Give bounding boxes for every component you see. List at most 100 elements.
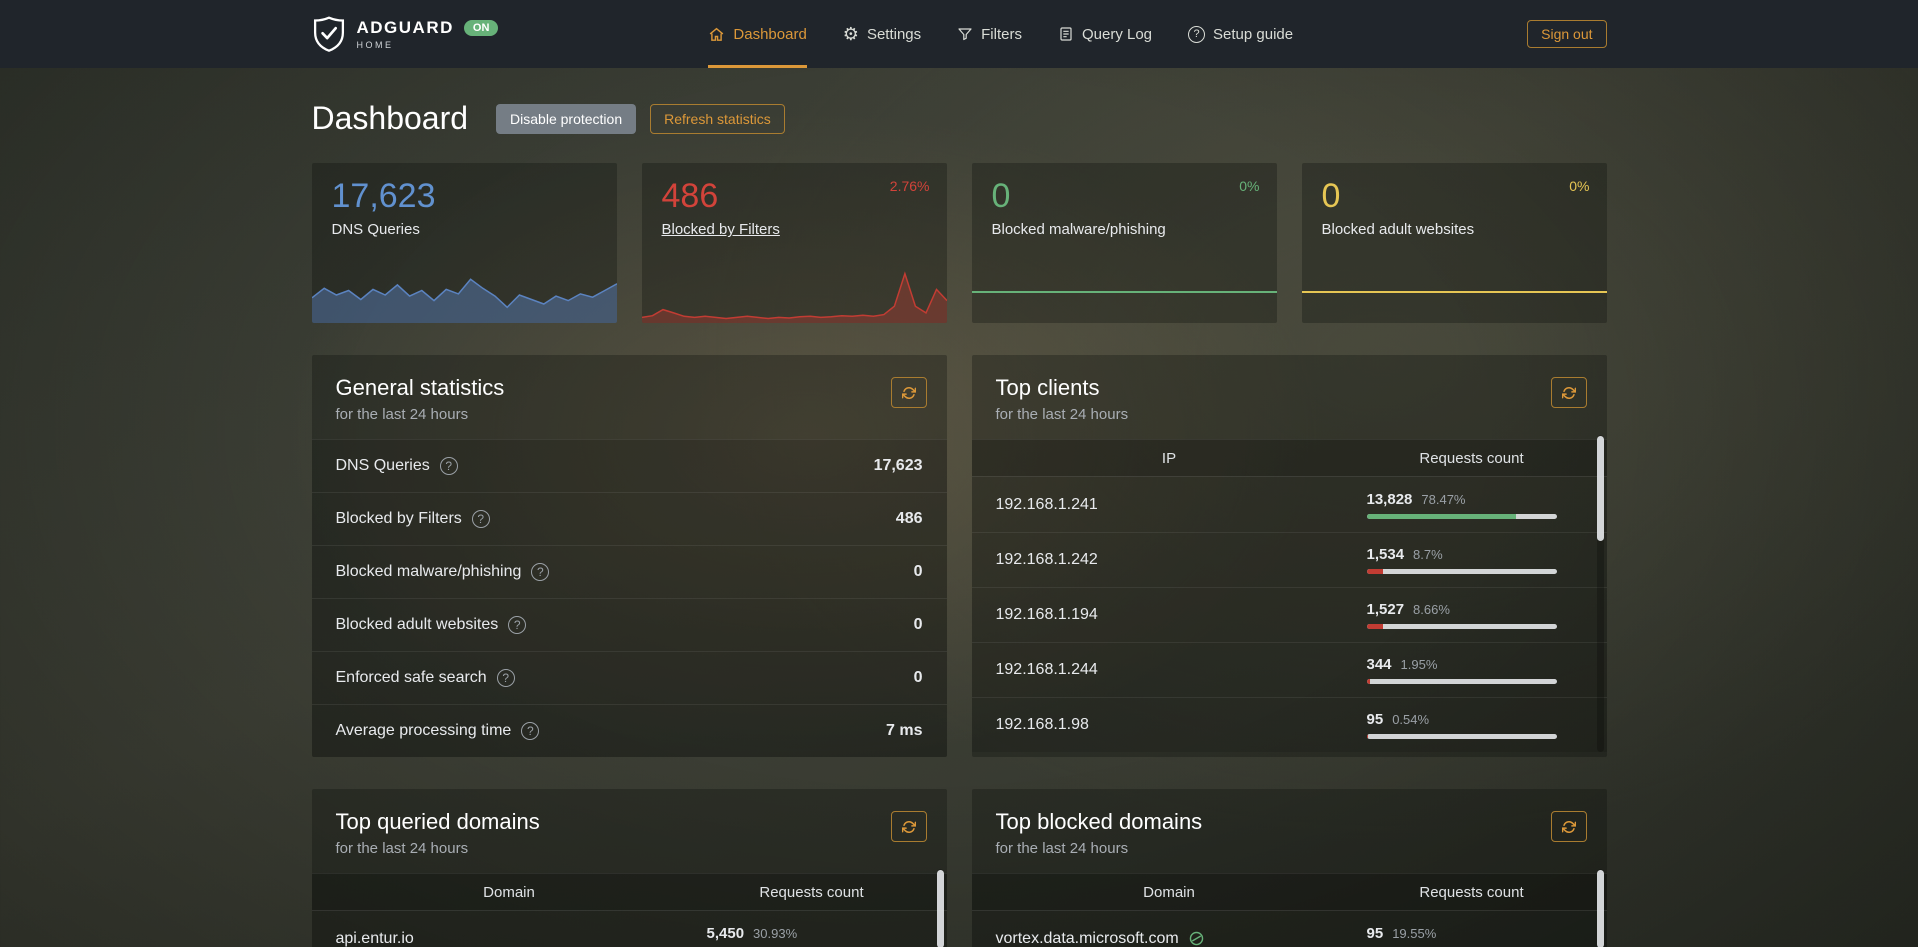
stats-row-label: Blocked malware/phishing <box>335 563 522 580</box>
blocked-adult-value: 0 <box>1321 177 1341 215</box>
sign-out-button[interactable]: Sign out <box>1527 20 1607 48</box>
requests-count: 13,828 <box>1366 490 1413 508</box>
scrollbar-track[interactable] <box>1596 435 1604 752</box>
stats-row: Enforced safe search ? 0 <box>311 651 947 704</box>
help-icon[interactable]: ? <box>471 510 490 528</box>
stats-row-label: DNS Queries <box>335 457 430 474</box>
domain-row: vortex.data.microsoft.com 95 19.55% <box>971 911 1607 947</box>
log-icon <box>1060 27 1072 41</box>
requests-count: 344 <box>1366 656 1392 673</box>
scrollbar-thumb[interactable] <box>1596 436 1604 541</box>
scrollbar-track[interactable] <box>936 869 944 947</box>
queried-domain: api.entur.io <box>335 929 414 947</box>
refresh-button[interactable] <box>1550 377 1587 408</box>
clients-table-header: IP Requests count <box>971 439 1607 477</box>
requests-percent: 1.95% <box>1400 657 1438 672</box>
blocked-malware-percent: 0% <box>1239 178 1260 194</box>
refresh-statistics-button[interactable]: Refresh statistics <box>650 103 785 134</box>
blocked-domain: vortex.data.microsoft.com <box>995 929 1179 947</box>
dns-queries-card: 17,623 DNS Queries <box>311 163 617 323</box>
dns-queries-label: DNS Queries <box>331 221 420 239</box>
client-row: 192.168.1.194 1,527 8.66% <box>971 587 1607 642</box>
flat-chart-line <box>1301 291 1607 293</box>
requests-percent: 78.47% <box>1421 491 1466 507</box>
refresh-button[interactable] <box>890 811 927 842</box>
refresh-icon <box>1561 386 1576 399</box>
column-header-requests: Requests count <box>759 883 864 901</box>
stats-row-label: Blocked adult websites <box>335 616 499 633</box>
nav-item-query-log[interactable]: Query Log <box>1058 0 1152 68</box>
top-clients-card: Top clients for the last 24 hours IP Req… <box>971 355 1607 757</box>
requests-bar <box>1366 624 1557 629</box>
funnel-icon <box>958 28 972 41</box>
requests-percent: 0.54% <box>1392 712 1430 727</box>
disable-protection-button[interactable]: Disable protection <box>496 103 637 134</box>
card-title: Top queried domains <box>335 809 540 834</box>
blocked-adult-card: 0 Blocked adult websites 0% <box>1301 163 1607 323</box>
stats-row-label: Average processing time <box>335 722 512 739</box>
requests-count: 1,527 <box>1366 601 1405 618</box>
help-icon[interactable]: ? <box>496 669 515 687</box>
blocked-malware-card: 0 Blocked malware/phishing 0% <box>971 163 1277 323</box>
scrollbar-thumb[interactable] <box>936 870 944 947</box>
client-row: 192.168.1.242 1,534 8.7% <box>971 532 1607 587</box>
nav-item-settings[interactable]: ⚙ Settings <box>843 0 921 68</box>
requests-count: 95 <box>1366 711 1384 728</box>
requests-count: 95 <box>1366 924 1384 942</box>
clients-table-body: 192.168.1.241 13,828 78.47% 192.168.1.24… <box>971 477 1607 752</box>
help-icon[interactable]: ? <box>521 722 540 740</box>
card-subtitle: for the last 24 hours <box>335 840 469 857</box>
nav-label: Setup guide <box>1213 25 1294 43</box>
general-statistics-rows: DNS Queries ? 17,623 Blocked by Filters … <box>311 439 947 757</box>
requests-count: 1,534 <box>1366 546 1405 563</box>
blocked-adult-percent: 0% <box>1569 178 1590 194</box>
help-icon[interactable]: ? <box>531 563 550 581</box>
client-ip: 192.168.1.244 <box>995 661 1098 678</box>
nav-item-filters[interactable]: Filters <box>957 0 1022 68</box>
help-icon[interactable]: ? <box>439 457 458 475</box>
refresh-icon <box>1561 820 1576 833</box>
stats-row-value: 0 <box>913 669 923 686</box>
blocked-malware-label: Blocked malware/phishing <box>991 221 1166 239</box>
stats-row-value: 0 <box>913 616 923 633</box>
queried-domains-table-body: api.entur.io 5,450 30.93% <box>311 911 947 947</box>
card-subtitle: for the last 24 hours <box>335 406 469 423</box>
adguard-brand: ADGUARD ON HOME <box>312 15 499 53</box>
scrollbar-thumb[interactable] <box>1596 870 1604 947</box>
stats-row-label: Enforced safe search <box>335 669 487 686</box>
requests-count: 5,450 <box>706 924 745 942</box>
stats-row-label: Blocked by Filters <box>335 510 462 527</box>
blocked-adult-label: Blocked adult websites <box>1321 221 1475 239</box>
refresh-button[interactable] <box>890 377 927 408</box>
domain-row: api.entur.io 5,450 30.93% <box>311 911 947 947</box>
stats-row: DNS Queries ? 17,623 <box>311 439 947 492</box>
refresh-icon <box>901 820 916 833</box>
requests-percent: 8.7% <box>1413 547 1443 562</box>
client-row: 192.168.1.244 344 1.95% <box>971 642 1607 697</box>
client-ip: 192.168.1.242 <box>995 551 1098 568</box>
top-queried-domains-card: Top queried domains for the last 24 hour… <box>311 789 947 947</box>
stats-row-value: 0 <box>913 563 923 580</box>
blocked-domains-table-body: vortex.data.microsoft.com 95 19.55% <box>971 911 1607 947</box>
help-circle-icon: ? <box>1188 25 1206 43</box>
requests-bar <box>1366 569 1557 574</box>
flat-chart-line <box>971 291 1277 293</box>
blocked-filters-link[interactable]: Blocked by Filters <box>661 221 780 239</box>
requests-percent: 19.55% <box>1392 925 1437 941</box>
nav-item-setup-guide[interactable]: ? Setup guide <box>1188 0 1293 68</box>
stats-row-value: 7 ms <box>886 722 923 739</box>
scrollbar-track[interactable] <box>1596 869 1604 947</box>
protection-status-badge: ON <box>463 20 499 36</box>
brand-name: ADGUARD <box>356 18 454 37</box>
nav-label: Settings <box>866 25 922 43</box>
column-header-ip: IP <box>1161 449 1177 467</box>
main-nav: Dashboard ⚙ Settings Filters Query Log <box>708 0 1293 68</box>
card-title: Top blocked domains <box>995 809 1203 834</box>
help-icon[interactable]: ? <box>508 616 527 634</box>
nav-label: Dashboard <box>733 25 807 43</box>
column-header-domain: Domain <box>1143 883 1195 901</box>
card-subtitle: for the last 24 hours <box>995 406 1129 423</box>
refresh-button[interactable] <box>1550 811 1587 842</box>
nav-item-dashboard[interactable]: Dashboard <box>708 0 807 68</box>
requests-bar <box>1366 734 1557 739</box>
